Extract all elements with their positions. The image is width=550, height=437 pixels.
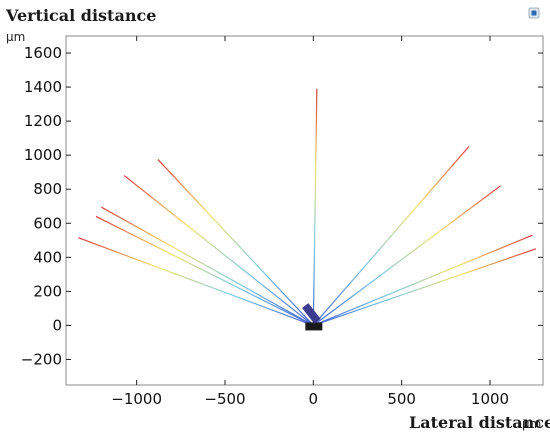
ray-line	[78, 237, 314, 326]
y-tick-label: 400	[33, 248, 62, 266]
y-tick-label: 1000	[24, 146, 62, 164]
source-marker	[302, 303, 323, 331]
x-unit-label: µm	[522, 417, 541, 431]
y-tick-label: 1400	[24, 78, 62, 96]
rays-group	[78, 88, 537, 326]
x-tick-label: 0	[309, 390, 319, 408]
x-tick-label: 500	[387, 390, 416, 408]
y-tick-label: 800	[33, 180, 62, 198]
y-tick-label: 1200	[24, 112, 62, 130]
x-axis: −1000 −500 0 500 1000	[111, 36, 509, 408]
y-unit-label: µm	[6, 30, 25, 44]
x-axis-title: Lateral distance	[409, 413, 550, 432]
x-tick-label: −500	[204, 390, 245, 408]
ray-line	[95, 215, 314, 326]
plot-area	[65, 35, 544, 386]
ray-line	[312, 185, 501, 326]
ray-line	[123, 175, 314, 326]
y-tick-label: 200	[33, 282, 62, 300]
ray-line	[313, 234, 533, 326]
y-tick-label: 600	[33, 214, 62, 232]
source-emitter	[302, 303, 321, 324]
x-tick-label: 1000	[471, 390, 509, 408]
y-tick-label: 0	[52, 316, 62, 334]
ray-line	[101, 206, 314, 326]
y-axis: −200 0 200 400 600 800 1000 1200 1400 1600	[21, 44, 543, 368]
ray-line	[312, 146, 470, 326]
x-tick-label: −1000	[111, 390, 162, 408]
chart-title: Vertical distance	[5, 6, 156, 25]
ray-line	[312, 88, 318, 326]
source-block	[305, 322, 323, 331]
y-tick-label: −200	[21, 350, 62, 368]
y-tick-label: 1600	[24, 44, 62, 62]
ray-line	[313, 248, 537, 326]
plot-options-icon[interactable]	[528, 7, 540, 19]
ray-line	[157, 159, 314, 326]
